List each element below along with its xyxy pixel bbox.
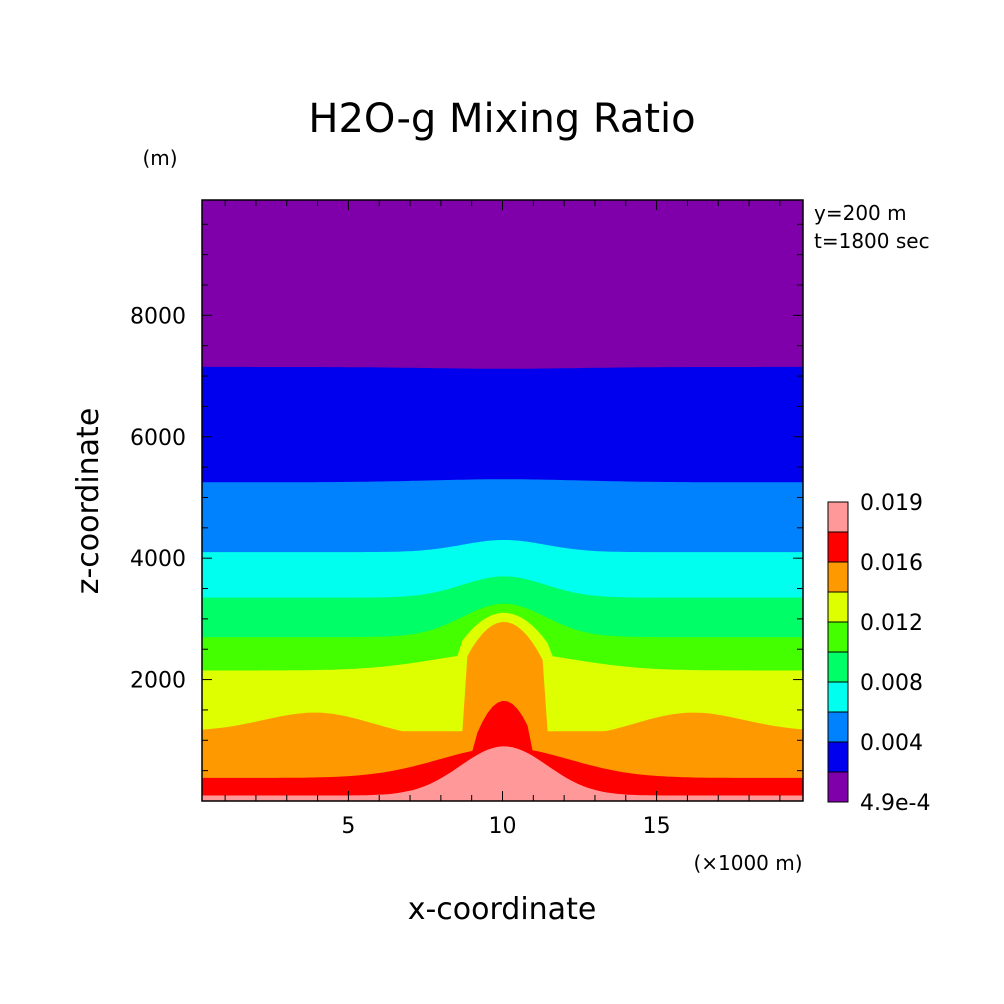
x-tick-label: 10 xyxy=(489,814,517,839)
colorbar-label: 0.008 xyxy=(860,671,923,696)
y-tick-label: 4000 xyxy=(130,547,186,572)
y-unit-label: (m) xyxy=(142,146,177,170)
colorbar-swatch xyxy=(827,501,849,533)
colorbar-label: 0.012 xyxy=(860,611,923,636)
contour-fill xyxy=(202,200,803,801)
colorbar-swatch xyxy=(827,741,849,773)
y-tick-label: 8000 xyxy=(130,304,186,329)
colorbar-labels: 4.9e-4 0.004 0.008 0.012 0.016 0.019 xyxy=(860,491,930,816)
minor-ticks xyxy=(202,200,803,801)
chart-title: H2O-g Mixing Ratio xyxy=(308,96,695,142)
colorbar-label: 0.004 xyxy=(860,731,923,756)
colorbar-swatch xyxy=(827,651,849,683)
colorbar-swatch xyxy=(827,621,849,653)
y-tick-label: 2000 xyxy=(130,669,186,694)
colorbar-swatch xyxy=(827,591,849,623)
colorbar-label: 0.016 xyxy=(860,551,923,576)
colorbar-label: 0.019 xyxy=(860,491,923,516)
x-ticks: 5 10 15 xyxy=(341,814,670,839)
colorbar xyxy=(827,501,849,803)
colorbar-swatch xyxy=(827,561,849,593)
y-tick-label: 6000 xyxy=(130,426,186,451)
colorbar-swatch xyxy=(827,681,849,713)
y-axis-label: z-coordinate xyxy=(71,408,106,595)
x-tick-label: 15 xyxy=(643,814,671,839)
x-axis-label: x-coordinate xyxy=(408,892,597,927)
colorbar-label: 4.9e-4 xyxy=(860,791,930,816)
colorbar-swatch xyxy=(827,711,849,743)
annotation-t: t=1800 sec xyxy=(814,229,930,253)
y-ticks: 2000 4000 6000 8000 xyxy=(130,304,186,693)
colorbar-swatch xyxy=(827,771,849,803)
x-tick-label: 5 xyxy=(341,814,355,839)
x-unit-label: (×1000 m) xyxy=(693,851,802,875)
colorbar-swatch xyxy=(827,531,849,563)
band-9 xyxy=(202,746,803,801)
annotation-y: y=200 m xyxy=(814,201,907,225)
